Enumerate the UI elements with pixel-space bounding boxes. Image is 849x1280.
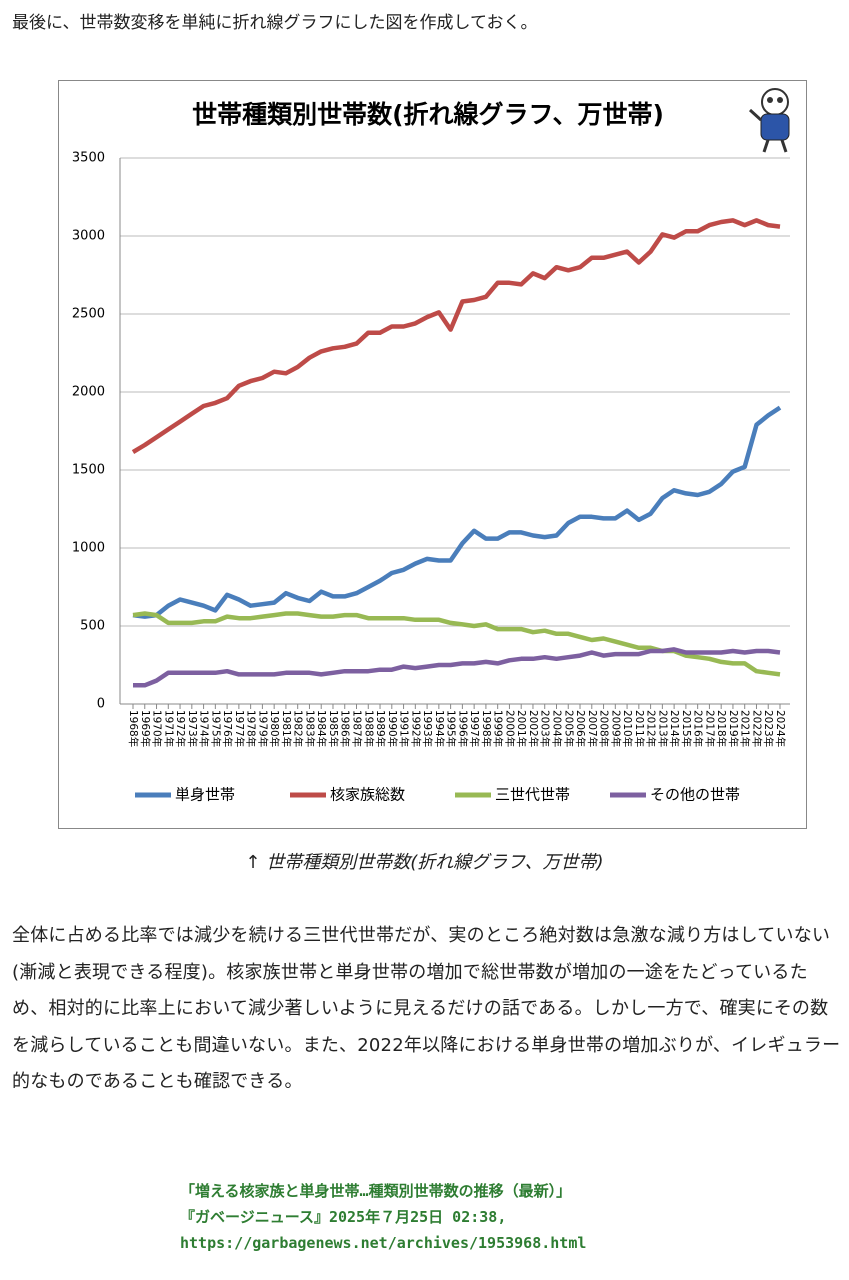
chart: 世帯種類別世帯数(折れ線グラフ、万世帯) 0 500 1000 1500 2000 250… [58, 80, 807, 829]
legend-label: 単身世帯 [175, 786, 235, 804]
x-tick-label: 1981年 [280, 710, 293, 747]
mascot [748, 88, 790, 153]
x-tick-label: 2021年 [739, 710, 752, 747]
chart-title: 世帯種類別世帯数(折れ線グラフ、万世帯) [192, 100, 664, 129]
x-tick-label: 1980年 [268, 710, 281, 747]
x-tick-label: 2011年 [633, 710, 646, 747]
x-tick-label: 1994年 [433, 710, 446, 747]
x-tick-label: 2018年 [715, 710, 728, 747]
y-tick-label: 2500 [72, 307, 105, 322]
x-tick-label: 1982年 [292, 710, 305, 747]
x-tick-label: 2022年 [750, 710, 763, 747]
x-tick-label: 1997年 [468, 710, 481, 747]
y-tick-label: 1000 [72, 541, 105, 556]
x-tick-label: 2009年 [609, 710, 622, 747]
x-tick-label: 1975年 [209, 710, 222, 747]
x-tick-label: 2010年 [621, 710, 634, 747]
x-tick-label: 2013年 [656, 710, 669, 747]
legend-label: その他の世帯 [650, 786, 740, 804]
x-tick-label: 1972年 [174, 710, 187, 747]
source-url[interactable]: https://garbagenews.net/archives/1953968… [180, 1234, 587, 1252]
x-tick-label: 1977年 [233, 710, 246, 747]
x-tick-label: 1985年 [327, 710, 340, 747]
y-tick-label: 0 [97, 697, 105, 712]
source-title: 「増える核家族と単身世帯…種類別世帯数の推移（最新）」 [180, 1182, 572, 1200]
x-tick-label: 2004年 [550, 710, 563, 747]
x-tick-label: 2006年 [574, 710, 587, 747]
x-tick-label: 1999年 [492, 710, 505, 747]
y-tick-label: 1500 [72, 463, 105, 478]
x-tick-label: 2016年 [692, 710, 705, 747]
x-tick-label: 1976年 [221, 710, 234, 747]
x-tick-label: 1968年 [127, 710, 140, 747]
x-tick-label: 1991年 [398, 710, 411, 747]
x-tick-label: 1996年 [456, 710, 469, 747]
x-tick-label: 2000年 [503, 710, 516, 747]
series-line [131, 218, 781, 455]
x-tick-label: 1988年 [362, 710, 375, 747]
y-tick-label: 3000 [72, 229, 105, 244]
x-tick-label: 2007年 [586, 710, 599, 747]
x-tick-label: 2012年 [645, 710, 658, 747]
body-text: 全体に占める比率では減少を続ける三世代世帯だが、実のところ絶対数は急激な減り方は… [12, 925, 841, 1092]
x-tick-label: 1995年 [445, 710, 458, 747]
chart-caption: ↑ 世帯種類別世帯数(折れ線グラフ、万世帯) [245, 852, 604, 873]
x-tick-label: 1993年 [421, 710, 434, 747]
y-tick-label: 3500 [72, 151, 105, 166]
intro-text: 最後に、世帯数変移を単純に折れ線グラフにした図を作成しておく。 [12, 13, 538, 33]
x-tick-label: 2005年 [562, 710, 575, 747]
x-tick-label: 2014年 [668, 710, 681, 747]
y-tick-label: 500 [80, 619, 105, 634]
x-tick-label: 2008年 [598, 710, 611, 747]
series-line [132, 405, 782, 619]
series-line [133, 647, 781, 688]
x-tick-label: 1984年 [315, 710, 328, 747]
x-tick-label: 2003年 [539, 710, 552, 747]
x-tick-label: 2017年 [703, 710, 716, 747]
x-tick-label: 1986年 [339, 710, 352, 747]
legend-label: 三世代世帯 [495, 786, 570, 804]
x-tick-label: 2002年 [527, 710, 540, 747]
x-tick-label: 1974年 [198, 710, 211, 747]
x-tick-label: 1969年 [139, 710, 152, 747]
x-tick-label: 1970年 [151, 710, 164, 747]
x-tick-label: 1990年 [386, 710, 399, 747]
x-tick-label: 2015年 [680, 710, 693, 747]
y-tick-label: 2000 [72, 385, 105, 400]
x-tick-label: 1989年 [374, 710, 387, 747]
source: 「増える核家族と単身世帯…種類別世帯数の推移（最新）」 『ガベージニュース』20… [180, 1178, 586, 1256]
x-tick-label: 1971年 [162, 710, 175, 747]
x-tick-label: 1978年 [245, 710, 258, 747]
legend-label: 核家族総数 [330, 786, 405, 804]
x-tick-label: 1998年 [480, 710, 493, 747]
source-publication: 『ガベージニュース』2025年７月25日 02:38, [180, 1208, 507, 1226]
x-tick-label: 1992年 [409, 710, 422, 747]
x-tick-label: 1983年 [303, 710, 316, 747]
x-tick-label: 1979年 [256, 710, 269, 747]
x-tick-label: 2001年 [515, 710, 528, 747]
x-tick-label: 1987年 [351, 710, 364, 747]
x-tick-label: 1973年 [186, 710, 199, 747]
x-tick-label: 2023年 [762, 710, 775, 747]
x-tick-label: 2024年 [774, 710, 787, 747]
x-tick-label: 2019年 [727, 710, 740, 747]
